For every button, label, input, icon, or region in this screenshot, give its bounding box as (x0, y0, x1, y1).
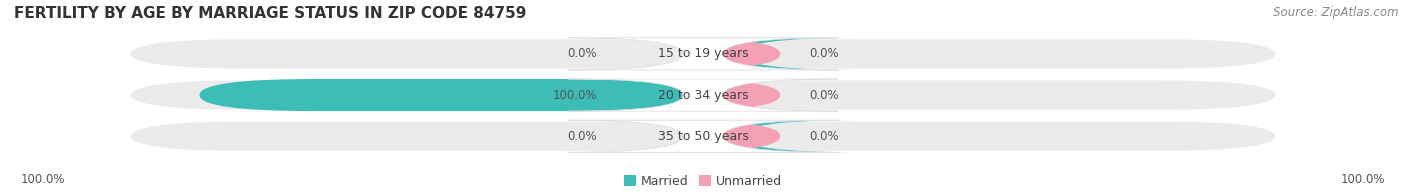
FancyBboxPatch shape (129, 79, 1277, 111)
Text: Source: ZipAtlas.com: Source: ZipAtlas.com (1274, 6, 1399, 19)
Text: 0.0%: 0.0% (567, 47, 596, 60)
FancyBboxPatch shape (588, 120, 856, 152)
FancyBboxPatch shape (568, 38, 838, 70)
FancyBboxPatch shape (129, 38, 1277, 70)
FancyBboxPatch shape (568, 120, 838, 152)
FancyBboxPatch shape (129, 120, 1277, 152)
FancyBboxPatch shape (665, 38, 818, 70)
FancyBboxPatch shape (588, 38, 856, 70)
FancyBboxPatch shape (568, 79, 838, 111)
Text: 0.0%: 0.0% (810, 89, 839, 102)
FancyBboxPatch shape (200, 79, 703, 111)
Text: 35 to 50 years: 35 to 50 years (658, 130, 748, 143)
Text: 100.0%: 100.0% (1340, 173, 1385, 186)
Text: 100.0%: 100.0% (21, 173, 66, 186)
Text: 0.0%: 0.0% (810, 130, 839, 143)
Text: 20 to 34 years: 20 to 34 years (658, 89, 748, 102)
FancyBboxPatch shape (665, 120, 818, 152)
Text: FERTILITY BY AGE BY MARRIAGE STATUS IN ZIP CODE 84759: FERTILITY BY AGE BY MARRIAGE STATUS IN Z… (14, 6, 526, 21)
Text: 0.0%: 0.0% (567, 130, 596, 143)
Text: 0.0%: 0.0% (810, 47, 839, 60)
Text: 15 to 19 years: 15 to 19 years (658, 47, 748, 60)
Legend: Married, Unmarried: Married, Unmarried (624, 175, 782, 188)
FancyBboxPatch shape (665, 79, 818, 111)
Text: 100.0%: 100.0% (553, 89, 596, 102)
